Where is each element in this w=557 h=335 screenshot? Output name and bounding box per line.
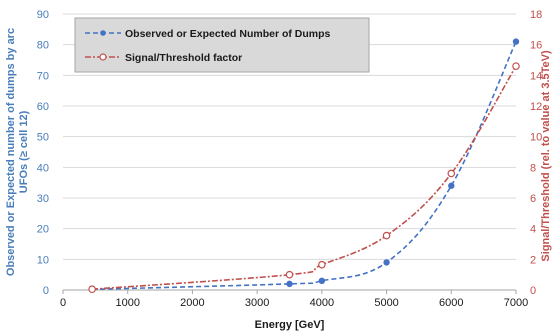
right-y-tick-label: 4 <box>530 224 536 236</box>
series-1-point <box>382 231 391 240</box>
x-tick-label: 3000 <box>245 297 269 309</box>
x-tick-label: 5000 <box>374 297 398 309</box>
series-0-point <box>318 277 326 284</box>
series-1-point <box>88 285 96 294</box>
series-0-point <box>286 280 293 288</box>
legend-box <box>74 17 370 73</box>
left-y-tick-label: 90 <box>37 9 49 21</box>
right-y-tick-label: 10 <box>530 132 542 144</box>
x-tick-label: 2000 <box>180 297 204 309</box>
x-axis-ticks: 0 1000 2000 3000 4000 5000 6000 7000 <box>60 290 528 309</box>
series-1-point <box>512 62 520 70</box>
series-1-point <box>285 270 294 279</box>
legend-label-signal: Signal/Threshold factor <box>125 52 242 64</box>
left-y-axis-ticks: 0 10 20 30 40 50 60 70 80 90 <box>37 9 49 297</box>
left-y-tick-label: 0 <box>43 285 49 297</box>
series-1-point <box>447 169 456 178</box>
x-tick-label: 6000 <box>439 297 463 309</box>
x-tick-label: 4000 <box>310 297 334 309</box>
right-y-tick-label: 0 <box>530 285 536 297</box>
series-0-point <box>512 38 520 45</box>
left-y-tick-label: 50 <box>37 132 49 144</box>
left-y-tick-label: 30 <box>37 193 49 205</box>
x-tick-label: 0 <box>60 297 66 309</box>
x-tick-label: 7000 <box>504 297 528 309</box>
right-y-tick-label: 18 <box>530 9 542 21</box>
legend-label-dumps: Observed or Expected Number of Dumps <box>125 28 331 40</box>
right-y-tick-label: 12 <box>530 101 542 113</box>
left-y-axis-title-line1: Observed or Expected number of dumps by … <box>5 28 17 276</box>
right-y-tick-label: 14 <box>530 70 542 82</box>
legend-swatch-dumps-marker <box>100 30 106 36</box>
right-y-tick-label: 16 <box>530 40 542 52</box>
left-y-tick-label: 40 <box>37 162 49 174</box>
left-y-axis-title-line2: UFOs (≥ cell 12) <box>18 110 30 193</box>
legend: Observed or Expected Number of Dumps Sig… <box>74 17 370 73</box>
series-0-point <box>448 182 455 189</box>
legend-swatch-signal-marker <box>99 53 107 61</box>
series-0-point <box>383 259 390 266</box>
right-y-axis-title: Signal/Threshold (rel. to value at 3.5Te… <box>540 50 552 262</box>
left-y-tick-label: 70 <box>37 70 49 82</box>
series-layer <box>88 38 520 294</box>
left-y-tick-label: 80 <box>37 40 49 52</box>
right-y-tick-label: 8 <box>530 162 536 174</box>
right-y-axis-ticks: 0 2 4 6 8 10 12 14 16 18 <box>530 9 542 297</box>
series-1-point <box>318 260 326 269</box>
left-y-tick-label: 60 <box>37 101 49 113</box>
left-y-tick-label: 20 <box>37 224 49 236</box>
series-line-1 <box>92 65 517 290</box>
x-tick-label: 1000 <box>115 297 139 309</box>
right-y-tick-label: 6 <box>530 193 536 205</box>
left-y-tick-label: 10 <box>37 254 49 266</box>
x-axis-title: Energy [GeV] <box>255 319 325 331</box>
series-line-0 <box>92 41 517 291</box>
right-y-tick-label: 2 <box>530 254 536 266</box>
gridlines <box>63 13 516 260</box>
